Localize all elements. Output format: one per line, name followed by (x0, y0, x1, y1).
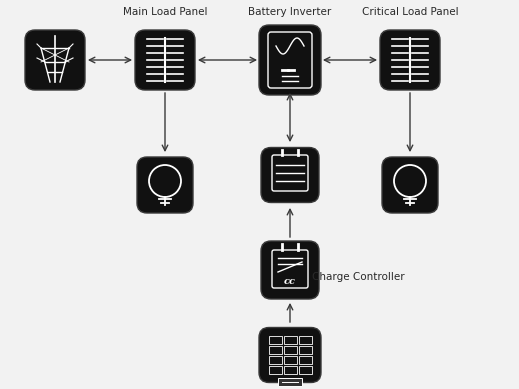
FancyBboxPatch shape (259, 25, 321, 95)
FancyBboxPatch shape (261, 147, 319, 203)
Text: Main Load Panel: Main Load Panel (123, 7, 207, 17)
FancyBboxPatch shape (259, 328, 321, 382)
Text: Critical Load Panel: Critical Load Panel (362, 7, 458, 17)
FancyBboxPatch shape (135, 30, 195, 90)
FancyBboxPatch shape (278, 378, 302, 386)
FancyBboxPatch shape (382, 157, 438, 213)
FancyBboxPatch shape (261, 241, 319, 299)
Text: Battery Inverter: Battery Inverter (249, 7, 332, 17)
FancyBboxPatch shape (380, 30, 440, 90)
Text: cc: cc (284, 277, 296, 287)
FancyBboxPatch shape (137, 157, 193, 213)
FancyBboxPatch shape (25, 30, 85, 90)
Text: Charge Controller: Charge Controller (312, 272, 404, 282)
